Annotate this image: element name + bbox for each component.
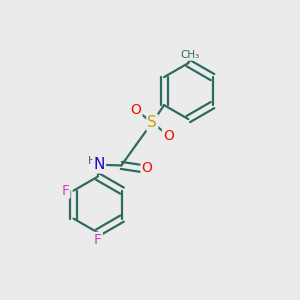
Text: F: F	[94, 233, 102, 247]
Text: F: F	[61, 184, 69, 198]
Text: O: O	[163, 129, 174, 143]
Text: CH₃: CH₃	[180, 50, 200, 60]
Text: N: N	[94, 158, 105, 172]
Text: S: S	[147, 115, 157, 130]
Text: O: O	[142, 161, 152, 176]
Text: H: H	[88, 156, 96, 166]
Text: O: O	[130, 103, 142, 116]
